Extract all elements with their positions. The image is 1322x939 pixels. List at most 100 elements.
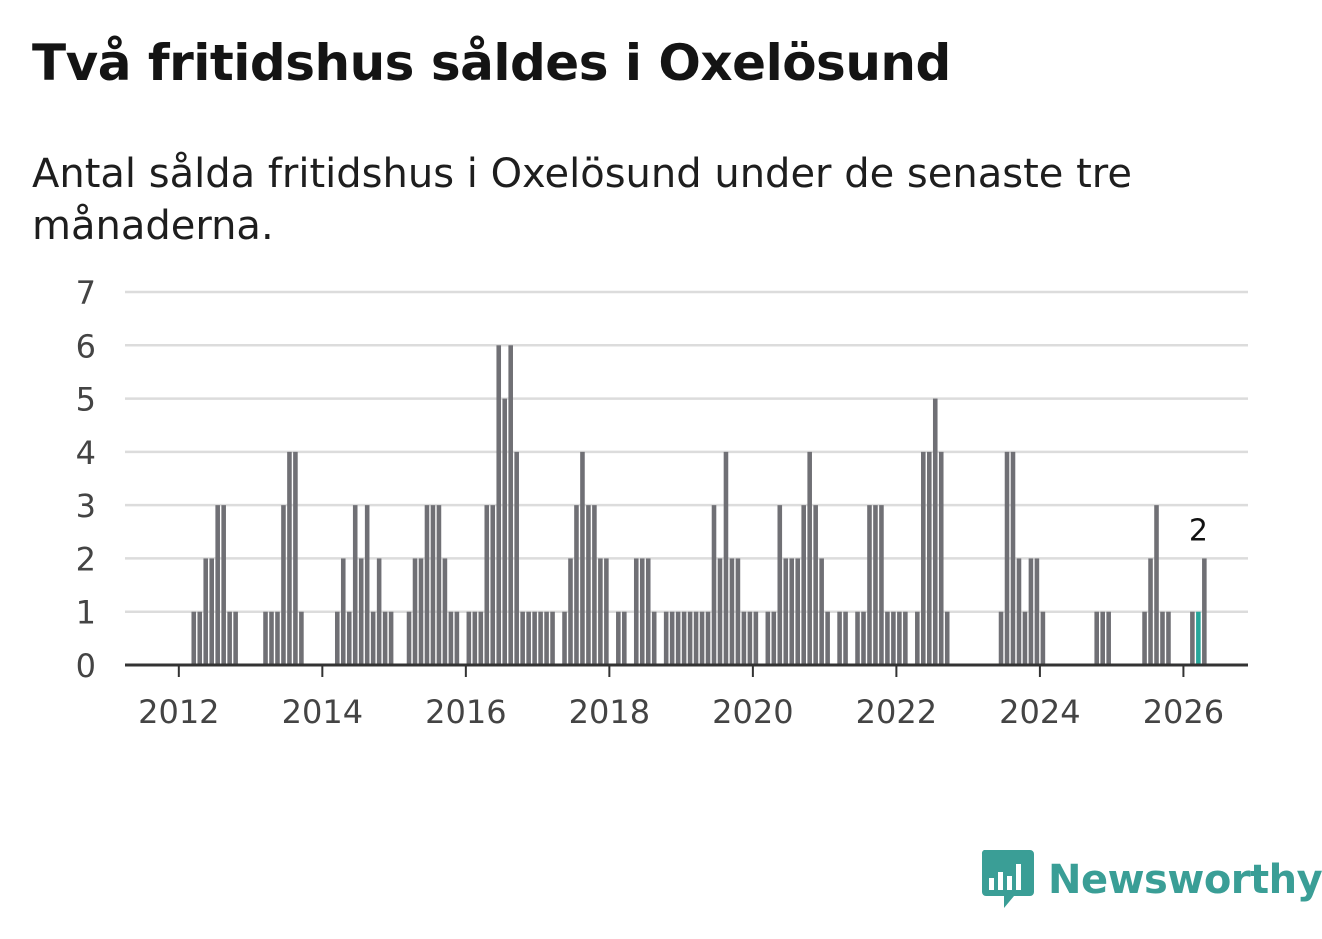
bar (406, 611, 412, 665)
bar (711, 505, 717, 665)
bar (550, 611, 555, 665)
bar (998, 611, 1004, 665)
bar (747, 611, 753, 665)
bar-chart-bubble-icon (981, 850, 1034, 908)
bar (418, 558, 424, 665)
bar (885, 611, 890, 665)
bar (783, 558, 789, 665)
bar (843, 611, 848, 665)
bar (753, 611, 759, 665)
bar (795, 558, 801, 665)
chart-title: Två fritidshus såldes i Oxelösund (32, 34, 951, 92)
x-tick-label-2018: 2018 (569, 693, 650, 731)
bar (281, 505, 286, 665)
bar (921, 451, 926, 665)
bar (412, 558, 418, 665)
bar (526, 611, 531, 665)
bar (944, 611, 950, 665)
bar (1094, 611, 1100, 665)
bar (478, 611, 484, 665)
bar (364, 505, 370, 665)
bar (926, 451, 932, 665)
x-tick-label-2026: 2026 (1143, 693, 1224, 731)
bar (1004, 451, 1010, 665)
bar (544, 611, 549, 665)
x-tick-label-2024: 2024 (999, 693, 1080, 731)
bar (233, 611, 238, 665)
bar (669, 611, 675, 665)
bar (699, 611, 705, 665)
bar (622, 611, 627, 665)
bar (735, 558, 741, 665)
bar (562, 611, 567, 665)
bar (1106, 611, 1111, 665)
x-tick-label-2016: 2016 (425, 693, 506, 731)
bar (496, 345, 502, 665)
bar (299, 611, 304, 665)
bar (855, 611, 860, 665)
bar (1100, 611, 1105, 665)
bar (938, 451, 944, 665)
bar (807, 451, 812, 665)
bar (598, 558, 603, 665)
bar (1016, 558, 1022, 665)
bar (663, 611, 669, 665)
bar (825, 611, 830, 665)
bar (269, 611, 274, 665)
bar (424, 505, 430, 665)
x-tick-label-2012: 2012 (138, 693, 219, 731)
bar (466, 611, 472, 665)
bar (293, 451, 298, 665)
bar (932, 398, 938, 665)
bar (586, 505, 591, 665)
bar (227, 611, 232, 665)
bar-chart: 0 1 2 3 4 5 6 7 2012 2014 2016 2018 2020 2022 2024 202… (76, 274, 1248, 731)
bar (639, 558, 645, 665)
bar-highlighted (1196, 611, 1201, 665)
bar (633, 558, 639, 665)
bar (777, 505, 783, 665)
bar (879, 505, 884, 665)
bar (1034, 558, 1040, 665)
y-tick-label-1: 1 (76, 594, 96, 632)
x-axis-ticks: 2012 2014 2016 2018 2020 2022 2024 2026 (138, 665, 1224, 731)
bar (681, 611, 687, 665)
bar (191, 611, 197, 665)
bar (215, 505, 220, 665)
bar (382, 611, 388, 665)
bar (340, 558, 346, 665)
bar (472, 611, 478, 665)
x-tick-label-2014: 2014 (282, 693, 363, 731)
bar (687, 611, 693, 665)
bar (717, 558, 723, 665)
bar (275, 611, 280, 665)
gridlines (125, 290, 1248, 613)
x-tick-label-2022: 2022 (856, 693, 937, 731)
y-axis-ticks: 0 1 2 3 4 5 6 7 (76, 274, 96, 685)
bar (448, 611, 454, 665)
bar (454, 611, 460, 665)
bar (813, 505, 818, 665)
bar (520, 611, 525, 665)
bar (867, 505, 872, 665)
bar (532, 611, 537, 665)
bar (263, 611, 268, 665)
bar (705, 611, 711, 665)
bar (370, 611, 376, 665)
bar (1022, 611, 1028, 665)
bar (897, 611, 902, 665)
bar (1148, 558, 1153, 665)
bar (490, 505, 496, 665)
bar (693, 611, 699, 665)
data-label-highlight: 2 (1189, 513, 1208, 548)
bar (616, 611, 621, 665)
bars (191, 345, 1207, 665)
bar (592, 505, 597, 665)
bar (1154, 505, 1159, 665)
bar (604, 558, 609, 665)
bar (645, 558, 651, 665)
bar (203, 558, 209, 665)
bar (221, 505, 226, 665)
x-tick-label-2020: 2020 (712, 693, 793, 731)
bar (1040, 611, 1046, 665)
